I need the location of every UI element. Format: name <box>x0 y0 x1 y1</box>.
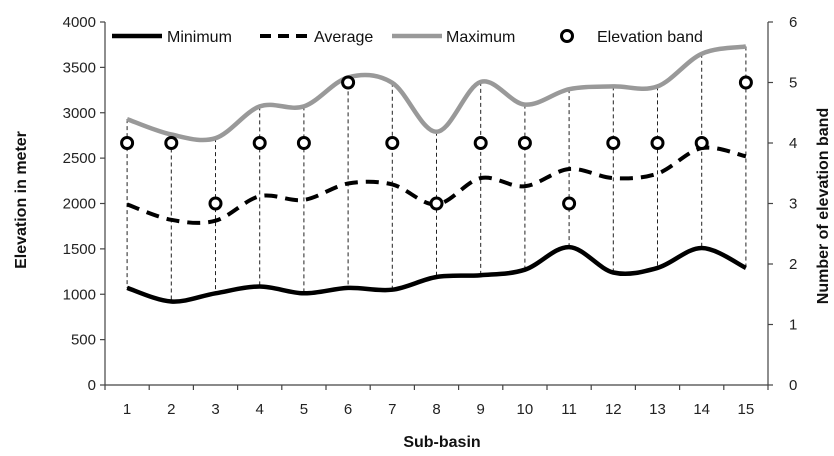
x-tick-label: 9 <box>477 401 485 418</box>
x-tick-label: 14 <box>693 401 710 418</box>
x-tick-label: 13 <box>649 401 666 418</box>
y2-tick-label: 1 <box>789 317 797 334</box>
elevation-band-marker <box>694 136 709 150</box>
y-tick-label: 3500 <box>63 59 96 76</box>
elevation-band-marker <box>473 136 488 150</box>
x-tick-label: 1 <box>123 401 131 418</box>
legend-label-maximum: Maximum <box>446 29 515 46</box>
x-tick-label: 8 <box>432 401 440 418</box>
elevation-band-marker <box>252 136 267 150</box>
left-axis-ticks: 0 500 1000 1500 2000 2500 3000 3500 4000 <box>63 14 105 394</box>
x-axis-title: Sub-basin <box>403 434 480 451</box>
elevation-band-marker <box>562 196 577 211</box>
legend-label-minimum: Minimum <box>167 29 232 46</box>
legend: Minimum Average Maximum Elevation band <box>112 29 703 46</box>
elevation-band-marker <box>650 136 665 150</box>
y-tick-label: 1500 <box>63 241 96 258</box>
y2-tick-label: 5 <box>789 75 797 92</box>
elevation-band-marker <box>385 136 400 150</box>
elevation-band-marker <box>429 196 444 211</box>
y2-tick-label: 6 <box>789 14 797 31</box>
y-tick-label: 4000 <box>63 14 96 31</box>
legend-marker-elevation-band <box>560 29 574 43</box>
x-tick-label: 4 <box>256 401 264 418</box>
series-line-maximum <box>126 44 747 143</box>
elevation-band-marker <box>606 136 621 150</box>
y-axis-title: Elevation in meter <box>13 131 30 269</box>
x-tick-label: 15 <box>738 401 755 418</box>
legend-label-elevation-band: Elevation band <box>597 29 703 46</box>
x-tick-label: 7 <box>388 401 396 418</box>
x-tick-label: 5 <box>300 401 308 418</box>
x-tick-label: 3 <box>211 401 219 418</box>
y-tick-label: 2500 <box>63 150 96 167</box>
right-axis-ticks: 0 1 2 3 4 5 6 <box>768 14 797 394</box>
y2-tick-label: 0 <box>789 377 797 394</box>
elevation-band-marker <box>341 75 356 90</box>
x-tick-label: 11 <box>561 401 577 418</box>
series-line-minimum <box>126 244 747 304</box>
elevation-band-marker <box>208 196 223 211</box>
x-tick-label: 6 <box>344 401 352 418</box>
x-tick-label: 2 <box>167 401 175 418</box>
x-tick-label: 12 <box>605 401 622 418</box>
y2-tick-label: 4 <box>789 135 797 152</box>
elevation-band-marker <box>120 136 135 150</box>
legend-label-average: Average <box>314 29 373 46</box>
elevation-band-marker <box>738 75 753 90</box>
y2-tick-label: 3 <box>789 196 797 213</box>
x-axis-ticks: 1 2 3 4 5 6 7 8 9 10 11 12 13 14 15 <box>104 385 769 418</box>
y-tick-label: 500 <box>71 332 96 349</box>
y-tick-label: 1000 <box>63 286 96 303</box>
y2-tick-label: 2 <box>789 256 797 273</box>
y-tick-label: 3000 <box>63 105 96 122</box>
elevation-band-marker <box>296 136 311 150</box>
elevation-band-marker <box>164 136 179 150</box>
y-tick-label: 0 <box>88 377 96 394</box>
y2-axis-title: Number of elevation band <box>815 108 832 304</box>
elevation-band-marker <box>517 136 532 150</box>
y-tick-label: 2000 <box>63 196 96 213</box>
x-tick-label: 10 <box>517 401 534 418</box>
band-markers <box>120 75 753 211</box>
